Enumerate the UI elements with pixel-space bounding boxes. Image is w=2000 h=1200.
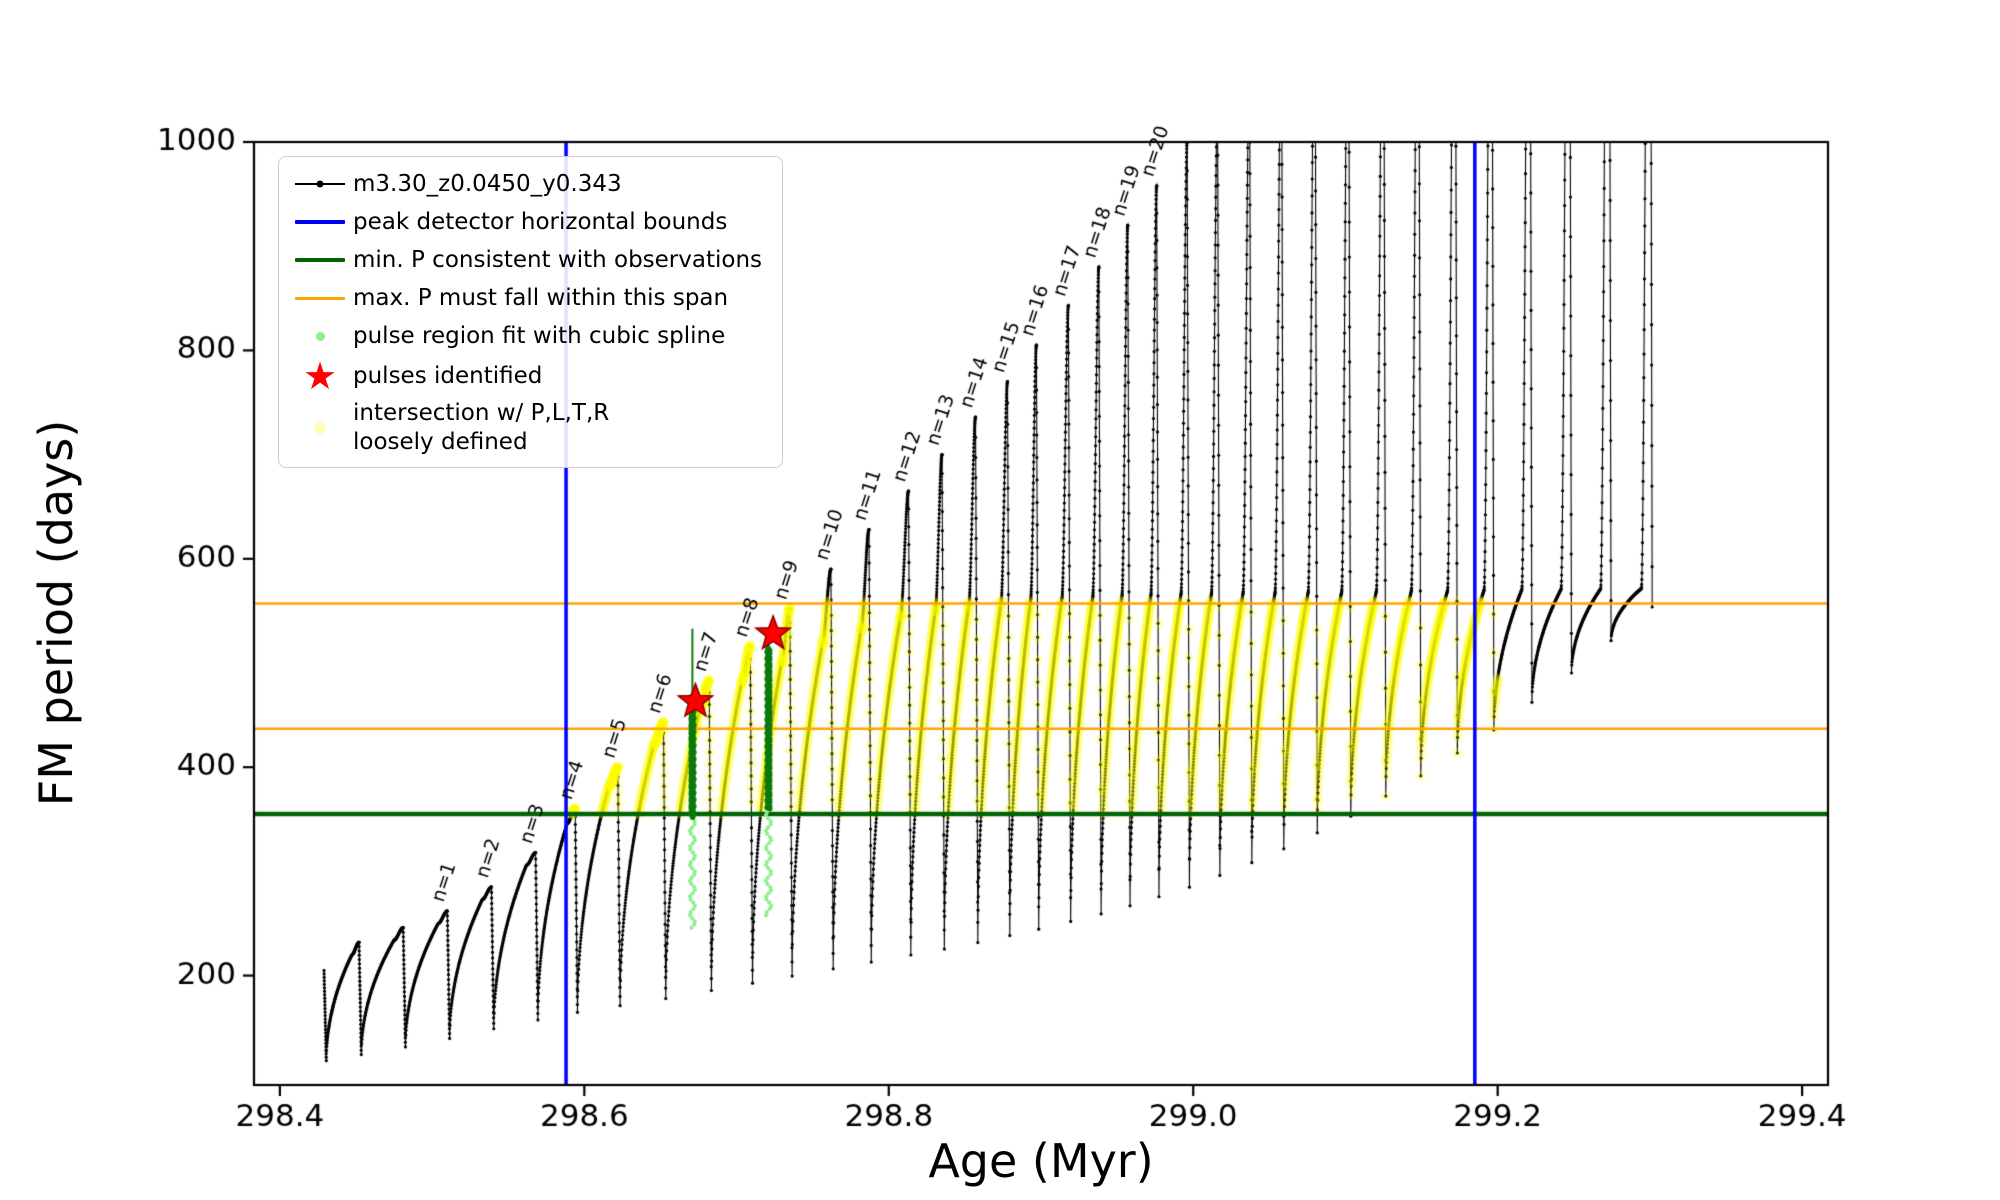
legend-item-peak-detector-bounds: peak detector horizontal bounds xyxy=(287,205,762,239)
legend-item-pulses: ★ pulses identified xyxy=(287,357,762,395)
x-axis-label: Age (Myr) xyxy=(928,1134,1154,1188)
legend-label-intersection: intersection w/ P,L,T,R loosely defined xyxy=(353,400,610,455)
y-axis-label: FM period (days) xyxy=(29,419,83,807)
legend-item-pulse-region: pulse region fit with cubic spline xyxy=(287,319,762,353)
legend-label-pulses: pulses identified xyxy=(353,362,543,389)
legend-label-pulse-region: pulse region fit with cubic spline xyxy=(353,322,726,349)
blue-line-marker-icon xyxy=(287,219,353,225)
orange-line-marker-icon xyxy=(287,296,353,300)
legend-label-peak-detector-bounds: peak detector horizontal bounds xyxy=(353,208,728,235)
green-line-marker-icon xyxy=(287,257,353,263)
legend-item-intersection: intersection w/ P,L,T,R loosely defined xyxy=(287,399,762,457)
lightgreen-dot-marker-icon xyxy=(287,331,353,341)
star-marker-icon: ★ xyxy=(302,354,338,398)
legend-item-min-p: min. P consistent with observations xyxy=(287,243,762,277)
legend-item-max-p-span: max. P must fall within this span xyxy=(287,281,762,315)
series-line-marker-icon xyxy=(287,183,353,185)
legend-label-min-p: min. P consistent with observations xyxy=(353,246,763,273)
legend: m3.30_z0.0450_y0.343 peak detector horiz… xyxy=(278,156,784,468)
legend-item-track: m3.30_z0.0450_y0.343 xyxy=(287,167,762,201)
legend-label-track: m3.30_z0.0450_y0.343 xyxy=(353,170,622,197)
yellow-dot-marker-icon xyxy=(287,421,353,434)
legend-label-max-p-span: max. P must fall within this span xyxy=(353,284,729,311)
